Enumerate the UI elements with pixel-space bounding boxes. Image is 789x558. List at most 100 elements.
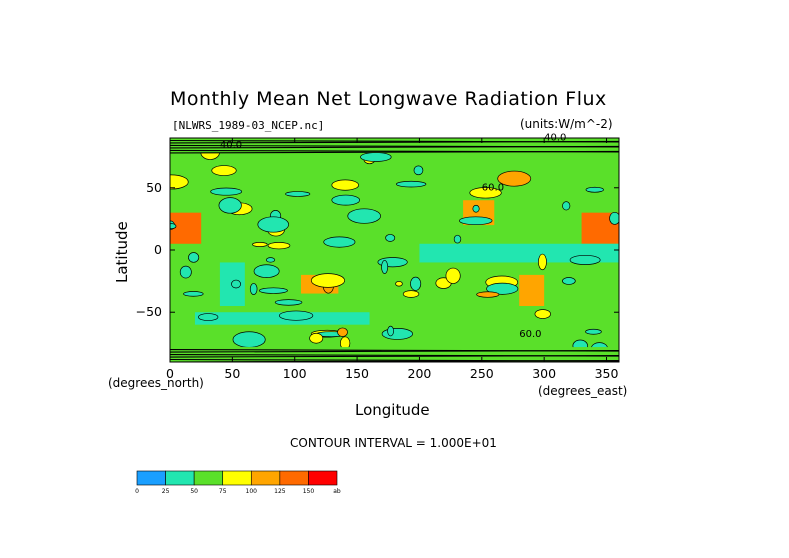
- contour-patch: [331, 194, 361, 206]
- contour-patch: [218, 197, 242, 214]
- x-tick-label: 100: [283, 366, 307, 381]
- file-label: [NLWRS_1989-03_NCEP.nc]: [172, 119, 325, 132]
- contour-patch: [331, 179, 359, 191]
- colorbar-tick-label: 50: [190, 488, 198, 495]
- x-tick-label: 50: [224, 366, 240, 381]
- contour-patch: [395, 281, 403, 287]
- contour-patch: [387, 325, 394, 337]
- colorbar-swatch: [250, 470, 281, 486]
- contour-patch: [232, 331, 266, 348]
- contour-label: 60.0: [519, 329, 541, 340]
- x-tick-label: 200: [408, 366, 432, 381]
- contour-patch: [381, 260, 389, 274]
- colorbar-tick-label: 75: [219, 488, 227, 495]
- contour-patch: [472, 204, 480, 213]
- colorbar-tick-label: ab: [333, 488, 341, 495]
- contour-patch: [476, 291, 500, 298]
- contour-patch: [252, 242, 268, 247]
- contour-patch: [347, 208, 381, 224]
- x-tick-label: 150: [345, 366, 369, 381]
- contour-patch: [609, 211, 619, 225]
- colorbar-tick-label: 125: [274, 488, 286, 495]
- contour-patch: [210, 187, 243, 196]
- contour-patch: [170, 223, 177, 230]
- contour-patch: [170, 174, 189, 190]
- contour-patch: [562, 277, 576, 285]
- contour-label: 40.0: [544, 132, 566, 143]
- colorbar-swatch: [136, 470, 166, 486]
- units-label: (units:W/m^-2): [520, 117, 613, 131]
- contour-patch: [198, 313, 219, 321]
- plot-area: 40.0 40.0 60.0 60.0: [169, 132, 620, 363]
- contour-patch: [469, 187, 502, 199]
- x-tick-label: 0: [166, 366, 174, 381]
- x-tick-label: 350: [595, 366, 619, 381]
- polar-contour-line: [170, 144, 619, 148]
- contour-patch: [569, 254, 601, 265]
- polar-contour-line: [170, 349, 619, 352]
- colorbar-tick-label: 100: [246, 488, 258, 495]
- colorbar-swatch: [165, 470, 195, 486]
- contour-patch: [360, 152, 392, 162]
- contour-patch: [231, 279, 241, 289]
- y-tick-label: 50: [146, 180, 162, 195]
- field-region-7: [419, 243, 619, 263]
- contour-patch: [323, 236, 356, 248]
- contour-patch: [211, 165, 237, 176]
- contour-patch: [179, 265, 192, 279]
- contour-patch: [257, 216, 289, 233]
- colorbar-swatch: [222, 470, 252, 486]
- contour-patch: [274, 299, 303, 306]
- colorbar-tick-label: 25: [162, 488, 170, 495]
- contour-patch: [534, 309, 551, 319]
- contour-patch: [402, 290, 420, 298]
- contour-label: 60.0: [482, 182, 504, 193]
- chart-title: Monthly Mean Net Longwave Radiation Flux: [170, 88, 607, 110]
- colorbar: 0 25 50 75 100 125 150 ab: [135, 470, 341, 495]
- contour-patch: [538, 253, 547, 271]
- contour-patch: [459, 216, 493, 226]
- contour-patch: [285, 191, 311, 197]
- contour-patch: [486, 282, 519, 295]
- contour-patch: [562, 201, 571, 211]
- contour-patch: [253, 264, 280, 278]
- colorbar-swatch: [279, 470, 309, 486]
- field-group: [170, 138, 619, 362]
- contour-patch: [188, 252, 200, 263]
- x-tick-label: 250: [470, 366, 494, 381]
- contour-patch: [385, 234, 396, 242]
- y-axis-units: (degrees_north): [108, 376, 204, 390]
- contour-patch: [267, 241, 291, 250]
- contour-patch: [445, 267, 461, 284]
- contour-patch: [278, 310, 314, 321]
- field-region-4: [519, 274, 545, 306]
- contour-patch: [413, 165, 424, 176]
- y-tick-label: 0: [154, 242, 162, 257]
- contour-patch: [396, 180, 427, 188]
- x-tick-label: 300: [532, 366, 556, 381]
- contour-patch: [249, 283, 258, 295]
- colorbar-swatch: [193, 470, 224, 486]
- contour-label: 40.0: [220, 140, 242, 151]
- x-axis-units: (degrees_east): [538, 384, 628, 398]
- contour-patch: [337, 327, 348, 337]
- contour-patch: [310, 273, 345, 288]
- axes: 0 50 100 150 200 250 300 350 50 0 −50: [136, 138, 619, 381]
- polar-contour-line: [170, 149, 619, 153]
- contour-patch: [381, 328, 414, 340]
- colorbar-tick-label: 0: [135, 488, 139, 495]
- contour-patch: [410, 276, 422, 291]
- contour-patch: [453, 234, 462, 244]
- polar-contour-line: [170, 353, 619, 357]
- contour-interval-label: CONTOUR INTERVAL = 1.000E+01: [290, 436, 497, 450]
- colorbar-swatch: [308, 470, 338, 486]
- colorbar-tick-label: 150: [303, 488, 315, 495]
- contour-patch: [585, 328, 602, 335]
- contour-patch: [183, 291, 204, 297]
- contour-patch: [309, 332, 324, 344]
- contour-patch: [585, 186, 604, 193]
- contour-patch: [497, 170, 532, 187]
- x-axis-label: Longitude: [355, 401, 430, 419]
- contour-patch: [265, 257, 276, 263]
